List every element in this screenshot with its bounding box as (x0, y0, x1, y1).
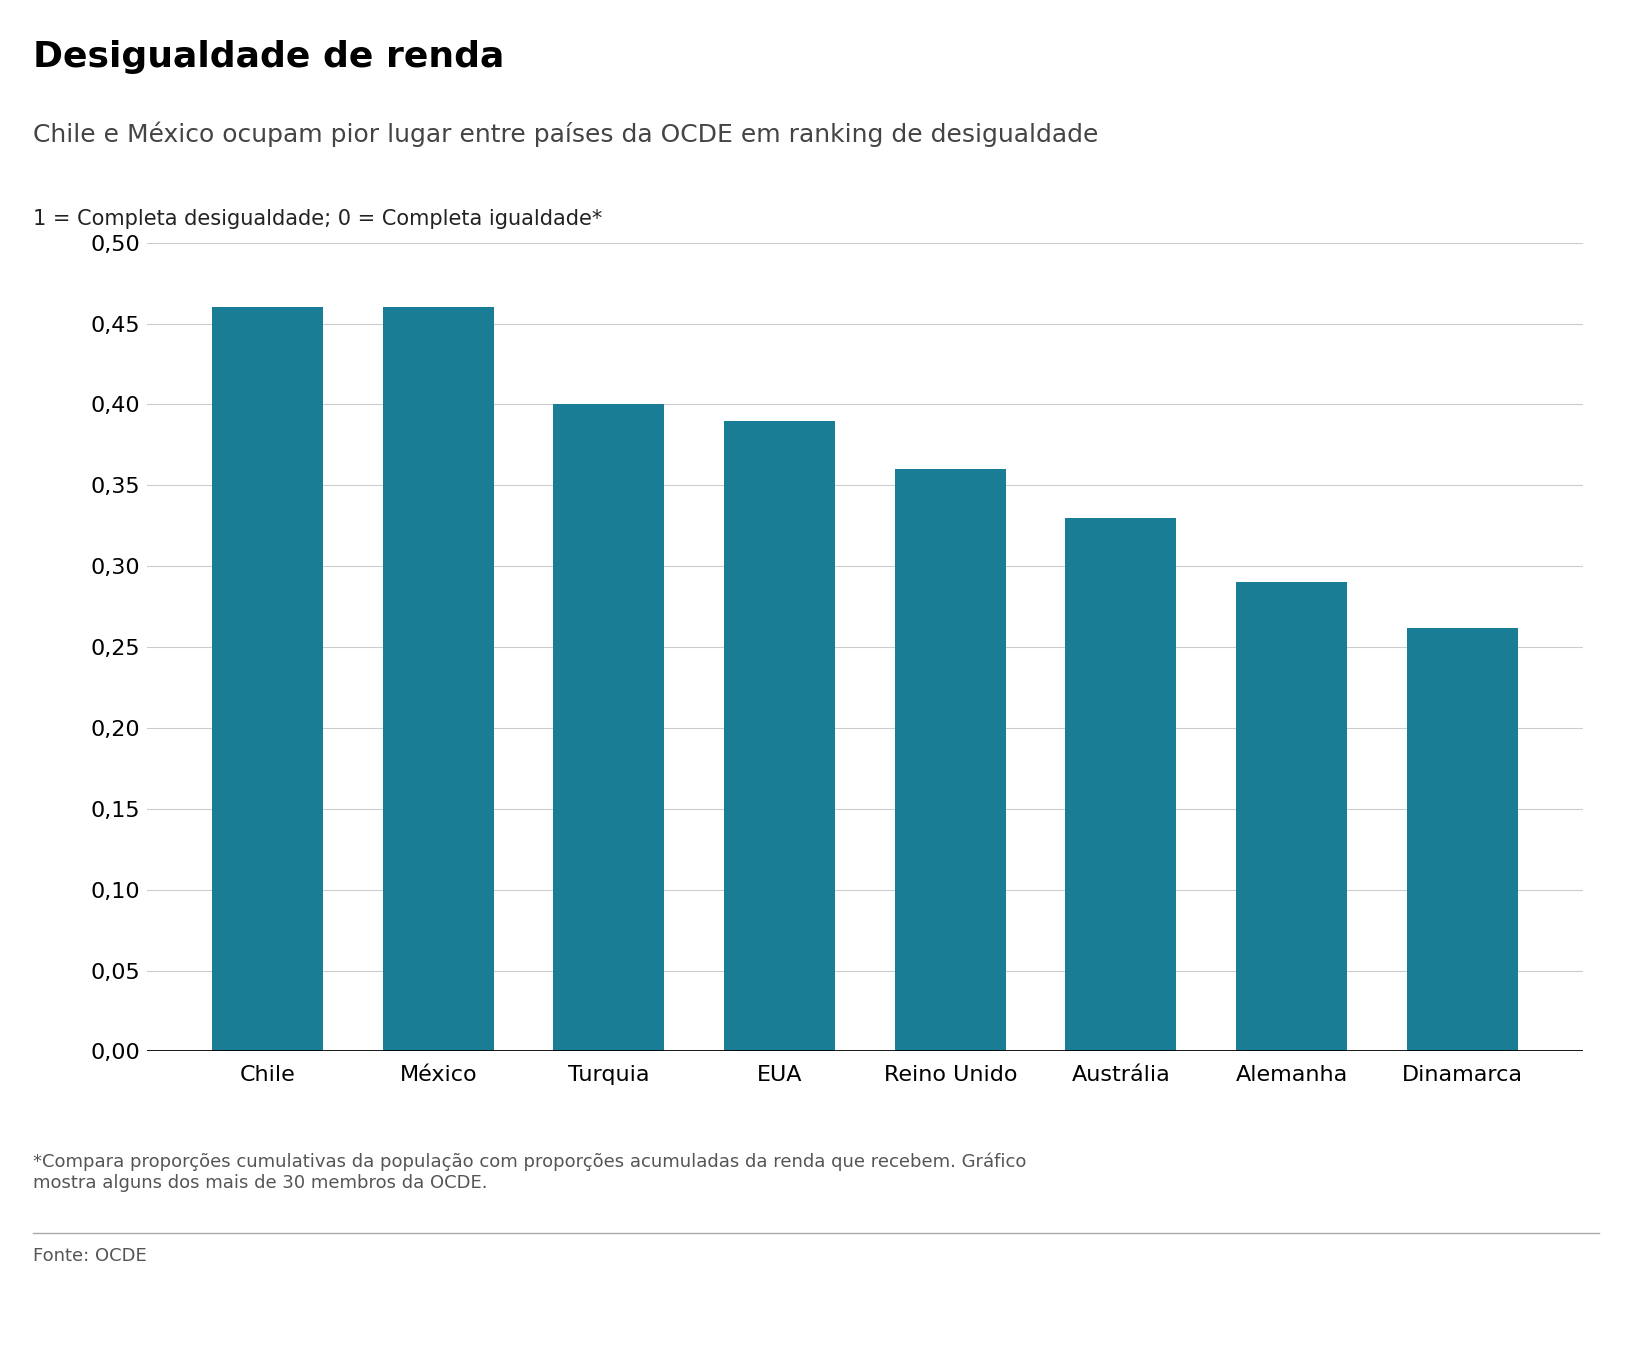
Bar (725, 421, 836, 1051)
Text: Fonte: OCDE: Fonte: OCDE (33, 1247, 147, 1264)
Bar (1407, 628, 1518, 1051)
Text: 1 = Completa desigualdade; 0 = Completa igualdade*: 1 = Completa desigualdade; 0 = Completa … (33, 209, 602, 229)
Bar (1066, 518, 1177, 1051)
Bar (553, 404, 664, 1051)
Text: *Compara proporções cumulativas da população com proporções acumuladas da renda : *Compara proporções cumulativas da popul… (33, 1153, 1027, 1192)
Text: Desigualdade de renda: Desigualdade de renda (33, 40, 504, 74)
Bar (212, 307, 323, 1051)
Bar (894, 469, 1005, 1051)
Bar (1235, 582, 1346, 1051)
Text: BBC: BBC (1570, 1270, 1606, 1289)
Text: Chile e México ocupam pior lugar entre países da OCDE em ranking de desigualdade: Chile e México ocupam pior lugar entre p… (33, 121, 1098, 147)
Bar (384, 307, 494, 1051)
